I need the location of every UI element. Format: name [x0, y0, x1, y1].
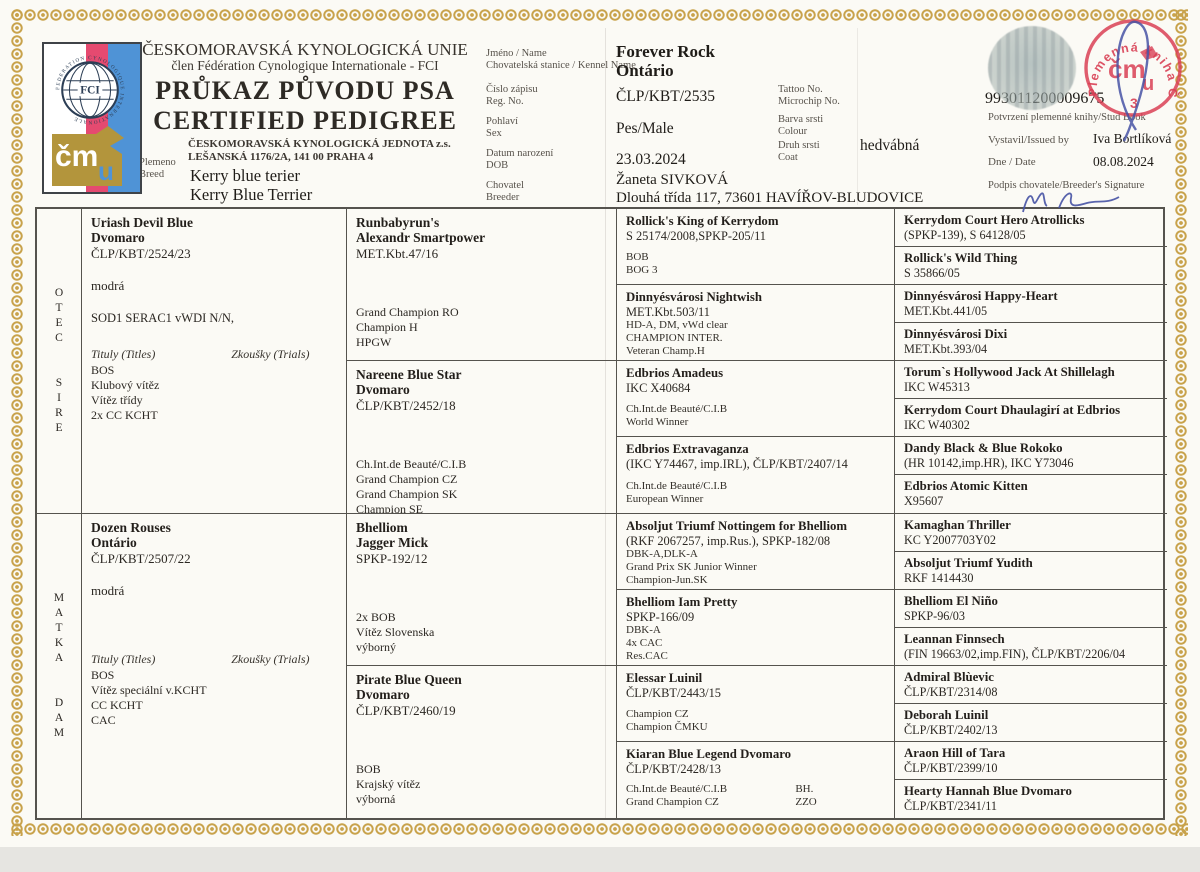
breeder-label: Chovatel Breeder [486, 180, 524, 203]
pedigree-cell-gen4: Hearty Hannah Blue Dvomaro ČLP/KBT/2341/… [904, 783, 1072, 813]
breeder-value: Žaneta SIVKOVÁ Dlouhá třída 117, 73601 H… [616, 172, 924, 206]
breeder-signature-label: Podpis chovatele/Breeder's Signature [988, 180, 1145, 191]
pedigree-cell-gen4: Araon Hill of Tara ČLP/KBT/2399/10 [895, 742, 1167, 780]
organization-name: ČESKOMORAVSKÁ KYNOLOGICKÁ UNIE [142, 40, 468, 59]
pedigree-cell-gen4: Dinnyésvárosi Happy-Heart MET.Kbt.441/05 [895, 285, 1167, 324]
pedigree-cell-dam: Dozen Rouses Ontário ČLP/KBT/2507/22 mod… [82, 513, 347, 818]
date-label: Dne / Date [988, 156, 1036, 168]
pen-stroke [1116, 20, 1150, 142]
pedigree-table: O T E C S I R E M A T K A D A M Uriash D… [35, 207, 1167, 820]
dob-value: 23.03.2024 [616, 151, 686, 168]
pedigree-cell-gen4: Torum`s Hollywood Jack At Shillelagh IKC… [895, 361, 1167, 400]
svg-text:čm: čm [1108, 54, 1146, 84]
pedigree-cell-gen3: Rollick's King of Kerrydom S 25174/2008,… [617, 209, 895, 286]
issued-by-label: Vystavil/Issued by [988, 134, 1069, 146]
pedigree-cell-gen3: Dinnyésvárosi Nightwish MET.Kbt.503/11 H… [617, 285, 895, 362]
pedigree-cell-gen3: Bhelliom Iam Pretty SPKP-166/09 DBK-A 4x… [617, 589, 895, 666]
pedigree-cell-gen3: Edbrios Amadeus IKC X40684 Ch.Int.de Bea… [617, 361, 895, 438]
cmku-logo: čm u [52, 126, 124, 186]
svg-text:čm: čm [55, 140, 98, 173]
embossed-seal [988, 26, 1076, 110]
pedigree-cell-gen2: Nareene Blue Star Dvomaro ČLP/KBT/2452/1… [347, 361, 617, 514]
paper-edge [0, 847, 1200, 872]
organization-membership: člen Fédération Cynologique Internationa… [171, 58, 439, 73]
breed-label: Plemeno Breed [139, 157, 176, 180]
issuing-body-address: ČESKOMORAVSKÁ KYNOLOGICKÁ JEDNOTA z.s. L… [188, 138, 451, 163]
pedigree-cell-gen3: Elessar Luinil ČLP/KBT/2443/15 Champion … [617, 665, 895, 742]
coat-value: hedvábná [860, 137, 920, 154]
pedigree-cell-gen4: Dandy Black & Blue Rokoko (HR 10142,imp.… [895, 437, 1167, 476]
microchip-label: Tattoo No. Microchip No. [778, 84, 840, 107]
pedigree-cell-sire: Uriash Devil Blue Dvomaro ČLP/KBT/2524/2… [82, 209, 347, 514]
pedigree-cell-gen4: Bhelliom El Niño SPKP-96/03 [895, 590, 1167, 628]
pedigree-cell-gen3: Absoljut Triumf Nottingem for Bhelliom (… [617, 513, 895, 590]
pedigree-cell-gen2: Pirate Blue Queen Dvomaro ČLP/KBT/2460/1… [347, 665, 617, 818]
coat-label: Druh srsti Coat [778, 140, 820, 163]
svg-text:u: u [98, 156, 114, 186]
pedigree-cell-gen3: Kiaran Blue Legend Dvomaro ČLP/KBT/2428/… [617, 741, 895, 818]
breed-value: Kerry blue terier Kerry Blue Terrier [190, 166, 313, 204]
pedigree-cell-gen4: Rollick's Wild Thing S 35866/05 [895, 247, 1167, 286]
paper-crease [857, 28, 858, 205]
reg-no-value: ČLP/KBT/2535 [616, 88, 716, 105]
pedigree-cell-gen4: Edbrios Atomic Kitten X95607 [895, 475, 1167, 514]
trials-label: Zkoušky (Trials) [231, 651, 310, 666]
dam-section-label: M A T K A D A M [37, 513, 82, 818]
fci-cmku-emblem: FEDERATION CYNOLOGIQUE INTERNATIONALE FC… [42, 42, 142, 194]
sex-value: Pes/Male [616, 120, 674, 137]
ornamental-border-top [10, 8, 1188, 22]
pedigree-cell-gen4: Deborah Luinil ČLP/KBT/2402/13 [895, 704, 1167, 742]
colour-label: Barva srsti Colour [778, 114, 824, 137]
sex-label: Pohlaví Sex [486, 116, 519, 139]
reg-no-label: Číslo zápisu Reg. No. [486, 84, 538, 107]
pedigree-cell-gen4: Dinnyésvárosi Dixi MET.Kbt.393/04 [895, 323, 1167, 362]
date-value: 08.08.2024 [1093, 154, 1154, 169]
dob-label: Datum narození DOB [486, 148, 554, 171]
ornamental-border-left [10, 8, 24, 836]
sire-section-label: O T E C S I R E [37, 209, 82, 514]
svg-text:FCI: FCI [80, 85, 100, 97]
trials-label: Zkoušky (Trials) [231, 347, 310, 361]
pedigree-document [0, 0, 1200, 847]
pedigree-cell-gen4: Kamaghan Thriller KC Y2007703Y02 [895, 514, 1167, 552]
pedigree-cell-gen3: Edbrios Extravaganza (IKC Y74467, imp.IR… [617, 437, 895, 514]
pedigree-cell-gen4: Kerrydom Court Dhaulagirí at Edbrios IKC… [895, 399, 1167, 438]
fci-globe-icon: FEDERATION CYNOLOGIQUE INTERNATIONALE FC… [55, 55, 124, 125]
pedigree-cell-gen4: Absoljut Triumf Yudith RKF 1414430 [895, 552, 1167, 590]
breeder-signature [1022, 192, 1120, 213]
pedigree-cell-gen4: Leannan Finnsech (FIN 19663/02,imp.FIN),… [895, 628, 1167, 666]
ornamental-border-bottom [10, 822, 1188, 836]
document-title: PRŮKAZ PŮVODU PSA CERTIFIED PEDIGREE [153, 76, 457, 135]
pedigree-cell-gen4: Kerrydom Court Hero Atrollicks (SPKP-139… [895, 209, 1167, 248]
pedigree-cell-gen2: Bhelliom Jagger Mick SPKP-192/12 2x BOB … [347, 513, 617, 666]
svg-text:3: 3 [1130, 95, 1138, 111]
pedigree-cell-gen2: Runbabyrun's Alexandr Smartpower MET.Kbt… [347, 209, 617, 362]
ornamental-border-right [1174, 8, 1188, 836]
studbook-stamp: Plemenná kniha ČMKU čm u 3 [1078, 10, 1182, 142]
dog-name-value: Forever Rock Ontário [616, 42, 715, 80]
paper-crease [605, 28, 606, 820]
titles-label: Tituly (Titles) [91, 651, 156, 666]
titles-label: Tituly (Titles) [91, 347, 156, 361]
pedigree-cell-gen4: Admiral Blùevic ČLP/KBT/2314/08 [895, 666, 1167, 704]
name-label: Jméno / Name Chovatelská stanice / Kenne… [486, 48, 636, 71]
